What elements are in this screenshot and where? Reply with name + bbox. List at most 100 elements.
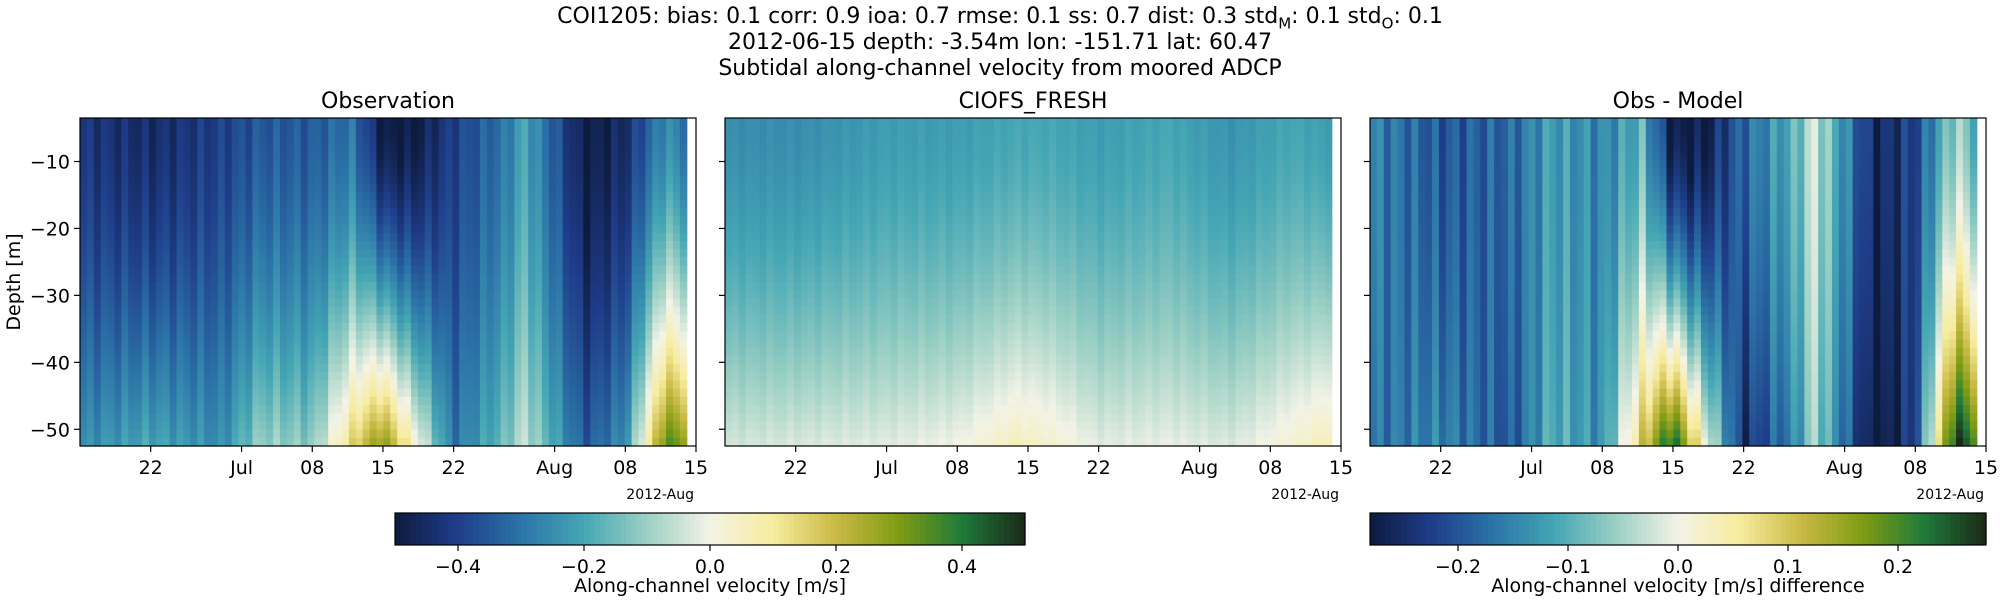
heatmap-cell bbox=[666, 265, 674, 275]
heatmap-cell bbox=[918, 413, 926, 422]
heatmap-cell bbox=[897, 150, 905, 160]
heatmap-cell bbox=[659, 323, 667, 332]
heatmap-cell bbox=[645, 265, 653, 275]
heatmap-cell bbox=[417, 347, 426, 357]
heatmap-cell bbox=[631, 134, 640, 144]
heatmap-cell bbox=[128, 167, 136, 176]
heatmap-cell bbox=[952, 380, 961, 390]
heatmap-cell bbox=[562, 380, 571, 390]
heatmap-cell bbox=[576, 150, 584, 160]
heatmap-cell bbox=[211, 241, 219, 250]
heatmap-cell bbox=[938, 150, 947, 160]
heatmap-cell bbox=[417, 257, 426, 267]
heatmap-cell bbox=[773, 167, 781, 176]
heatmap-cell bbox=[445, 183, 453, 193]
heatmap-cell bbox=[548, 241, 557, 250]
heatmap-cell bbox=[821, 388, 830, 398]
heatmap-cell bbox=[679, 183, 688, 193]
heatmap-cell bbox=[597, 208, 605, 217]
heatmap-cell bbox=[335, 249, 343, 258]
heatmap-cell bbox=[245, 118, 253, 127]
heatmap-cell bbox=[610, 380, 619, 390]
heatmap-cell bbox=[800, 241, 809, 250]
heatmap-cell bbox=[348, 159, 357, 168]
heatmap-cell bbox=[576, 159, 584, 168]
heatmap-cell bbox=[548, 290, 557, 299]
heatmap-cell bbox=[814, 183, 823, 193]
heatmap-cell bbox=[835, 249, 843, 258]
heatmap-cell bbox=[245, 200, 253, 209]
heatmap-cell bbox=[176, 183, 185, 193]
heatmap-cell bbox=[507, 364, 515, 373]
heatmap-cell bbox=[424, 257, 433, 267]
heatmap-cell bbox=[135, 216, 143, 226]
heatmap-cell bbox=[148, 282, 157, 291]
heatmap-cell bbox=[211, 150, 219, 160]
heatmap-cell bbox=[390, 167, 398, 176]
heatmap-cell bbox=[645, 142, 653, 152]
heatmap-cell bbox=[814, 421, 823, 431]
heatmap-cell bbox=[452, 183, 460, 193]
heatmap-cell bbox=[224, 306, 233, 316]
heatmap-cell bbox=[273, 126, 281, 135]
heatmap-cell bbox=[286, 429, 295, 439]
heatmap-cell bbox=[569, 257, 578, 267]
heatmap-cell bbox=[597, 421, 605, 431]
heatmap-cell bbox=[445, 314, 453, 324]
heatmap-cell bbox=[938, 167, 947, 176]
heatmap-cell bbox=[473, 323, 481, 332]
heatmap-cell bbox=[431, 364, 440, 373]
heatmap-cell bbox=[952, 159, 961, 168]
heatmap-cell bbox=[652, 405, 660, 414]
heatmap-cell bbox=[659, 265, 667, 275]
heatmap-cell bbox=[300, 118, 309, 127]
heatmap-cell bbox=[766, 437, 774, 447]
heatmap-cell bbox=[631, 405, 640, 414]
heatmap-cell bbox=[376, 347, 384, 357]
heatmap-cell bbox=[231, 150, 240, 160]
heatmap-cell bbox=[197, 183, 205, 193]
heatmap-cell bbox=[493, 413, 502, 422]
panel-title-difference: Obs - Model bbox=[1612, 89, 1744, 114]
heatmap-cell bbox=[814, 273, 823, 283]
heatmap-cell bbox=[759, 191, 767, 201]
heatmap-cell bbox=[459, 257, 467, 267]
heatmap-cell bbox=[876, 126, 885, 135]
heatmap-cell bbox=[459, 249, 467, 258]
heatmap-cell bbox=[952, 364, 961, 373]
heatmap-cell bbox=[176, 306, 185, 316]
heatmap-cell bbox=[966, 396, 974, 406]
heatmap-cell bbox=[142, 437, 150, 447]
heatmap-cell bbox=[952, 249, 961, 258]
heatmap-cell bbox=[835, 323, 843, 332]
heatmap-cell bbox=[404, 142, 412, 152]
heatmap-cell bbox=[773, 331, 781, 340]
heatmap-cell bbox=[307, 413, 316, 422]
heatmap-cell bbox=[383, 167, 391, 176]
heatmap-cell bbox=[321, 396, 329, 406]
heatmap-cell bbox=[773, 257, 781, 267]
heatmap-cell bbox=[807, 380, 816, 390]
heatmap-cell bbox=[169, 405, 178, 414]
heatmap-cell bbox=[438, 118, 447, 127]
heatmap-cell bbox=[897, 224, 905, 234]
heatmap-cell bbox=[890, 232, 898, 242]
heatmap-cell bbox=[362, 355, 371, 365]
heatmap-cell bbox=[631, 175, 640, 185]
heatmap-cell bbox=[224, 167, 233, 176]
heatmap-cell bbox=[148, 183, 157, 193]
heatmap-cell bbox=[856, 200, 864, 209]
heatmap-cell bbox=[335, 298, 343, 308]
heatmap-cell bbox=[821, 134, 830, 144]
heatmap-cell bbox=[807, 150, 816, 160]
heatmap-cell bbox=[617, 134, 626, 144]
heatmap-cell bbox=[624, 380, 633, 390]
heatmap-cell bbox=[183, 290, 191, 299]
heatmap-cell bbox=[835, 331, 843, 340]
heatmap-cell bbox=[155, 314, 164, 324]
heatmap-cell bbox=[100, 282, 109, 291]
heatmap-cell bbox=[652, 183, 660, 193]
heatmap-cell bbox=[725, 191, 733, 201]
heatmap-cell bbox=[245, 241, 253, 250]
heatmap-cell bbox=[286, 142, 295, 152]
